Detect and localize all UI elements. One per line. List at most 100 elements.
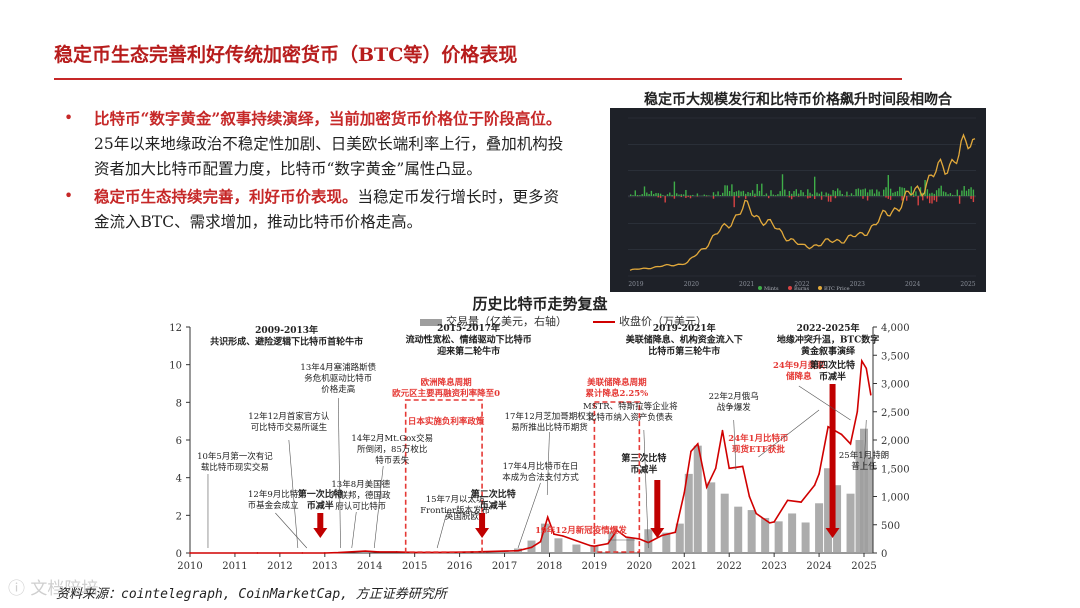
volume-bar <box>801 522 810 553</box>
x-tick-label: 2010 <box>177 561 202 572</box>
burn-bar <box>926 196 929 199</box>
mint-bar <box>740 191 742 196</box>
volume-bar <box>824 468 833 553</box>
mint-bar <box>818 193 820 196</box>
price-point <box>638 538 641 540</box>
mint-bar <box>945 192 947 196</box>
price-point <box>458 551 461 554</box>
burn-bar <box>754 196 756 198</box>
x-tick-label: 2024 <box>806 561 831 572</box>
price-line <box>190 358 872 554</box>
price-point <box>661 534 663 537</box>
volume-bar <box>514 548 523 553</box>
chart-annotation: 17年4月比特币在日 <box>503 461 579 472</box>
mint-bar <box>735 191 738 196</box>
volume-bar <box>675 523 684 553</box>
mint-bar <box>696 193 699 196</box>
chart-annotation: 现货ETF获批 <box>732 444 785 455</box>
mint-bar <box>788 191 791 196</box>
price-point <box>481 550 483 553</box>
chart-annotation: 所倒闭，85万枚比 <box>357 444 427 455</box>
volume-bar <box>684 473 693 553</box>
price-point <box>324 552 326 554</box>
x-tick-label: 2025 <box>851 561 876 572</box>
chart-annotation: 共识形成、避险逻辑下比特币首轮牛市 <box>210 336 363 348</box>
volume-bar <box>855 440 864 553</box>
mint-bar <box>754 193 756 196</box>
price-point <box>189 552 191 554</box>
chart-annotation: 币减半 <box>307 500 334 512</box>
mint-bar <box>678 194 680 196</box>
x-tick-label: 2011 <box>222 561 247 572</box>
price-point <box>553 533 555 535</box>
volume-bar <box>833 485 842 553</box>
mint-bar <box>692 194 694 196</box>
chart-annotation: 第二次比特 <box>471 488 516 500</box>
mint-bar <box>848 195 850 196</box>
burn-bar <box>809 196 811 198</box>
mint-bar <box>866 192 869 196</box>
burn-bar <box>814 196 816 200</box>
y-right-tick-label: 0 <box>881 549 887 560</box>
stablecoin-chart: 2019 2020 2021 2022 2023 2024 2025 Mints Burns BT… <box>610 108 986 292</box>
mint-bar <box>903 187 906 196</box>
price-point <box>827 426 829 428</box>
x-tick-label: 2018 <box>537 561 562 572</box>
price-point <box>674 531 677 534</box>
y-right-tick-label: 1,500 <box>881 464 910 475</box>
mint-bar <box>731 184 733 196</box>
x-tick-label: 2021 <box>739 281 754 288</box>
mint-bar <box>894 191 896 196</box>
price-point <box>436 551 438 554</box>
price-point <box>813 484 816 487</box>
chart-annotation: 比特币第三轮牛市 <box>648 345 720 357</box>
x-tick-label: 2023 <box>850 281 865 288</box>
chart-annotation: 币减半 <box>819 371 846 383</box>
chart-annotation: 2009-2013年 <box>255 324 318 336</box>
burn-bar <box>673 196 676 199</box>
chart-annotation: 州联邦，德国政 <box>331 490 391 501</box>
bullet-body: 25年以来地缘政治不稳定性加剧、日美欧长端利率上行，叠加机构投资者加大比特币配置… <box>94 135 564 178</box>
chart-annotation: 币减半 <box>630 464 657 476</box>
volume-bar <box>774 521 783 553</box>
mint-bar <box>825 192 827 196</box>
mint-bar <box>878 191 880 196</box>
mint-bar <box>915 191 917 196</box>
mint-bar <box>772 194 774 196</box>
page-title: 稳定币生态完善利好传统加密货币（BTC等）价格表现 <box>54 44 518 66</box>
mint-bar <box>671 194 673 196</box>
legend-label: Burns <box>794 286 810 292</box>
mint-bar <box>929 193 931 196</box>
price-point <box>800 501 802 503</box>
btc-chart-legend: 交易量（亿美元，右轴） 收盘价（万美元） <box>420 313 707 329</box>
mint-bar <box>777 194 779 196</box>
legend-label: Mints <box>764 286 779 292</box>
mint-bar <box>745 193 747 196</box>
mint-bar <box>926 189 929 196</box>
price-point <box>705 486 708 488</box>
mint-bar <box>862 189 864 196</box>
mint-bar <box>931 192 933 196</box>
mint-bar <box>646 192 648 196</box>
mint-bar <box>857 188 860 196</box>
chart-annotation: 迎来第二轮牛市 <box>437 345 500 357</box>
chart-annotation: 15年7月以太坊 <box>426 494 485 505</box>
chart-annotation: 22年2月俄乌 <box>709 391 759 402</box>
mint-bar <box>712 192 715 196</box>
burn-bar <box>745 196 747 199</box>
burn-bar <box>912 196 915 197</box>
price-point <box>849 442 852 445</box>
volume-bar <box>846 493 855 553</box>
mint-bar <box>705 195 708 196</box>
mint-bar <box>837 188 839 196</box>
bullet-dot: • <box>64 109 74 127</box>
mint-bar <box>747 191 749 196</box>
price-point <box>607 542 609 545</box>
legend-swatch <box>818 286 822 290</box>
mint-bar <box>935 190 938 196</box>
volume-bar <box>860 428 869 553</box>
mint-bar <box>636 195 639 196</box>
price-point <box>714 467 717 470</box>
mint-bar <box>687 195 689 196</box>
mint-bar <box>892 192 894 196</box>
